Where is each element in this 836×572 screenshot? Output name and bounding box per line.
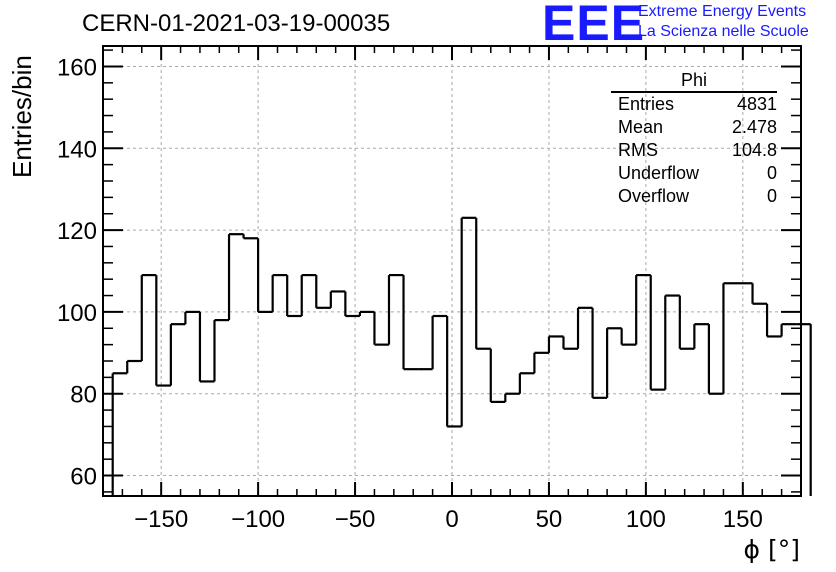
stats-label: Mean bbox=[618, 117, 664, 137]
stats-value: 4831 bbox=[736, 94, 777, 114]
y-tick-label: 140 bbox=[57, 136, 97, 163]
tick-labels: −150 −100 −50 0 50 100 150 60 80 100 120 140 160 bbox=[57, 54, 763, 533]
x-tick-label: 100 bbox=[626, 506, 666, 533]
stats-value: 0 bbox=[766, 186, 777, 206]
stats-value: 2.478 bbox=[731, 117, 777, 137]
x-tick-label: 0 bbox=[445, 506, 458, 533]
x-tick-label: 50 bbox=[536, 506, 563, 533]
stats-value: 104.8 bbox=[731, 140, 777, 160]
stats-label: Entries bbox=[618, 94, 675, 114]
logo-caption: Extreme Energy Events La Scienza nelle S… bbox=[638, 2, 809, 42]
stats-label: Underflow bbox=[618, 163, 700, 183]
x-axis-label: ϕ [°] bbox=[744, 535, 800, 564]
stats-row: Underflow 0 bbox=[611, 162, 777, 185]
stats-value: 0 bbox=[766, 163, 777, 183]
stats-label: Overflow bbox=[618, 186, 690, 206]
stats-title: Phi bbox=[611, 70, 777, 93]
eee-logo: EEE bbox=[542, 0, 646, 51]
x-tick-label: −100 bbox=[231, 506, 285, 533]
chart-title: CERN-01-2021-03-19-00035 bbox=[82, 10, 391, 37]
y-tick-label: 80 bbox=[70, 382, 97, 409]
stats-box: Phi Entries 4831 Mean 2.478 RMS 104.8 Under… bbox=[611, 70, 777, 208]
stats-row: Entries 4831 bbox=[611, 93, 777, 116]
stats-row: Overflow 0 bbox=[611, 185, 777, 208]
stats-row: RMS 104.8 bbox=[611, 139, 777, 162]
stats-label: RMS bbox=[618, 140, 658, 160]
y-tick-label: 100 bbox=[57, 300, 97, 327]
logo-caption-line1: Extreme Energy Events bbox=[638, 3, 807, 20]
x-tick-label: −150 bbox=[134, 506, 188, 533]
y-tick-label: 120 bbox=[57, 218, 97, 245]
y-tick-label: 160 bbox=[57, 54, 97, 81]
histogram-bars bbox=[111, 216, 812, 496]
stats-row: Mean 2.478 bbox=[611, 116, 777, 139]
axis-ticks bbox=[102, 46, 802, 496]
plot-frame bbox=[102, 45, 802, 497]
y-axis-label: Entries/bin bbox=[7, 55, 37, 178]
logo-caption-line2: La Scienza nelle Scuole bbox=[638, 23, 809, 40]
grid-lines bbox=[103, 46, 801, 496]
x-tick-label: −50 bbox=[335, 506, 376, 533]
x-tick-label: 150 bbox=[723, 506, 763, 533]
y-tick-label: 60 bbox=[70, 464, 97, 491]
